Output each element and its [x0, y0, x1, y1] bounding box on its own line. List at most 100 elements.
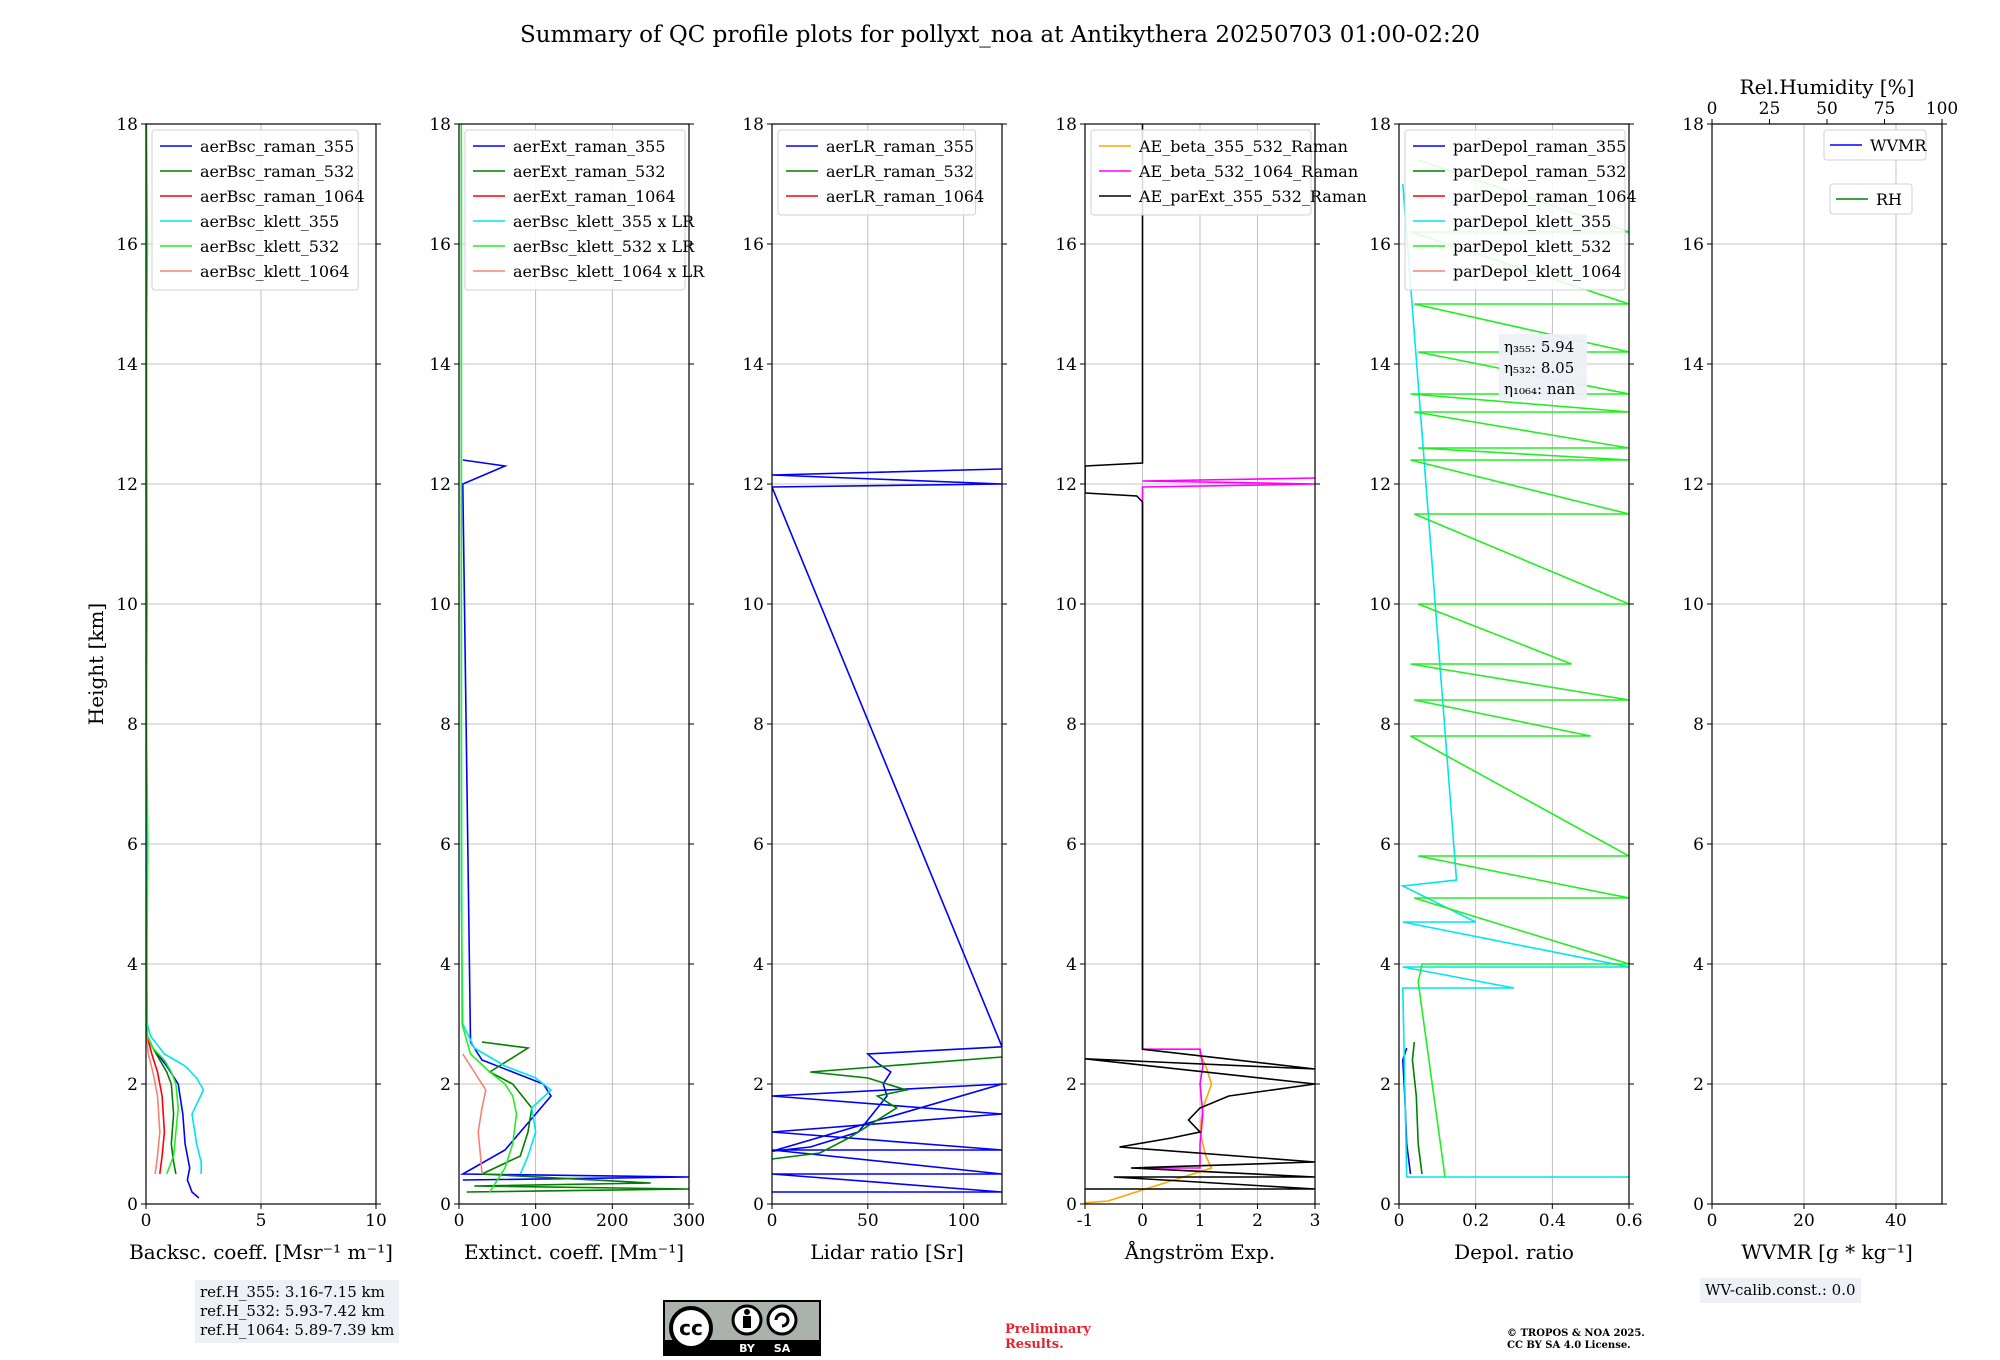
series-line [1085, 124, 1315, 1190]
y-tick-label: 6 [1380, 835, 1391, 855]
plot-frame [1084, 123, 1316, 1205]
x-tick-label: 0.2 [1462, 1211, 1489, 1231]
y-tick-label: 2 [1380, 1075, 1391, 1095]
x-tick-label: 0 [1707, 1211, 1718, 1231]
x-tick-label: 40 [1885, 1211, 1907, 1231]
x-axis-label: WVMR [g * kg⁻¹] [1741, 1240, 1913, 1264]
y-tick-label: 10 [429, 595, 451, 615]
y-tick-label: 4 [440, 955, 451, 975]
page-title: Summary of QC profile plots for pollyxt_… [519, 22, 1481, 48]
preliminary-line-2: Results. [1005, 1337, 1064, 1352]
legend-label: aerExt_raman_355 [513, 137, 666, 156]
series-line [460, 124, 518, 1193]
legend-label: RH [1876, 190, 1902, 209]
y-tick-label: 10 [1682, 595, 1704, 615]
y-tick-label: 10 [742, 595, 764, 615]
legend-label: aerBsc_raman_355 [200, 137, 354, 156]
x-tick-label: 0 [767, 1211, 778, 1231]
y-tick-label: 6 [1066, 835, 1077, 855]
x-axis-label: Ångström Exp. [1124, 1239, 1275, 1264]
legend-label: aerBsc_klett_1064 [200, 262, 349, 281]
series-line [772, 1056, 1002, 1160]
y-tick-label: 8 [440, 715, 451, 735]
plot-frame [1711, 123, 1943, 1205]
y-tick-label: 18 [1682, 115, 1704, 135]
legend: aerExt_raman_355 aerExt_raman_532 aerExt_r… [464, 129, 705, 291]
series-line [1141, 477, 1315, 1169]
legend-label: parDepol_klett_532 [1453, 237, 1611, 256]
x-axis-label: Lidar ratio [Sr] [810, 1240, 964, 1264]
y-tick-label: 2 [1693, 1075, 1704, 1095]
y-tick-label: 16 [429, 235, 451, 255]
panel-1: 0 5 10 0 2 4 6 8 10 12 14 16 18 Backsc. coeff. [Msr⁻¹… [84, 115, 393, 1264]
x2-tick-label: 25 [1759, 99, 1781, 119]
legend-label: aerBsc_klett_532 [200, 237, 339, 256]
y-tick-label: 14 [429, 355, 451, 375]
y-tick-label: 16 [1682, 235, 1704, 255]
x-axis-label: Depol. ratio [1454, 1240, 1574, 1264]
panel-6: 0 20 40 0 2 4 6 8 10 12 14 16 18 WVMR [g * kg⁻¹] 0 25 50… [1682, 75, 1958, 1264]
x-tick-label: 3 [1310, 1211, 1321, 1231]
preliminary-note: Preliminary Results. [1005, 1322, 1091, 1352]
y-tick-label: 14 [1682, 355, 1704, 375]
annotation-box [1499, 334, 1587, 400]
legend-label: parDepol_klett_1064 [1453, 262, 1622, 281]
legend-label: aerBsc_klett_1064 x LR [513, 262, 705, 281]
wv-calib-const: WV-calib.const.: 0.0 [1705, 1281, 1856, 1299]
x-tick-label: 2 [1252, 1211, 1263, 1231]
x-tick-label: 20 [1793, 1211, 1815, 1231]
x-tick-label: 0 [1137, 1211, 1148, 1231]
series-line [146, 1035, 166, 1175]
x-tick-label: 0 [1394, 1211, 1405, 1231]
annotation-line: η₅₃₂: 8.05 [1504, 359, 1574, 377]
plot-frame [1398, 123, 1630, 1205]
y-tick-label: 16 [742, 235, 764, 255]
panel-2: 0 100 200 300 0 2 4 6 8 10 12 14 16 18 Extinct. coeff.… [429, 115, 705, 1264]
y-tick-label: 8 [1380, 715, 1391, 735]
legend-label: aerBsc_klett_532 x LR [513, 237, 695, 256]
plot-frame [458, 123, 690, 1205]
cc-by-label: BY [739, 1342, 756, 1355]
x-tick-label: 100 [519, 1211, 551, 1231]
series-line [466, 1041, 689, 1193]
legend-label: AE_parExt_355_532_Raman [1138, 187, 1367, 206]
y-tick-label: 18 [1369, 115, 1391, 135]
panel-3: 0 50 100 0 2 4 6 8 10 12 14 16 18 Lidar ratio [Sr] aer… [742, 115, 1007, 1264]
y-tick-label: 0 [753, 1195, 764, 1215]
y-tick-label: 16 [1055, 235, 1077, 255]
preliminary-line-1: Preliminary [1005, 1322, 1091, 1337]
legend-box [1404, 129, 1626, 291]
legend-label: aerLR_raman_532 [826, 162, 974, 181]
legend-box [1823, 129, 1927, 161]
legend-label: aerExt_raman_1064 [513, 187, 676, 206]
y-tick-label: 2 [1066, 1075, 1077, 1095]
y-tick-label: 0 [1066, 1195, 1077, 1215]
legend-label: aerBsc_klett_355 [200, 212, 339, 231]
y-tick-label: 4 [1066, 955, 1077, 975]
legend-label: aerBsc_raman_532 [200, 162, 354, 181]
legend-label: aerLR_raman_355 [826, 137, 974, 156]
series-line [459, 459, 689, 1181]
y-tick-label: 4 [1693, 955, 1704, 975]
y-tick-label: 14 [742, 355, 764, 375]
legend-label: parDepol_raman_355 [1453, 137, 1626, 156]
x-tick-label: 50 [857, 1211, 879, 1231]
legend-label: aerBsc_raman_1064 [200, 187, 365, 206]
y-tick-label: 2 [440, 1075, 451, 1095]
y-tick-label: 16 [116, 235, 138, 255]
x-tick-label: 100 [947, 1211, 979, 1231]
y-tick-label: 0 [440, 1195, 451, 1215]
series-line [1410, 159, 1629, 1178]
y-tick-label: 4 [753, 955, 764, 975]
legend: aerBsc_raman_355 aerBsc_raman_532 aerBsc_r… [151, 129, 365, 291]
y-tick-label: 6 [127, 835, 138, 855]
legend-label: parDepol_klett_355 [1453, 212, 1611, 231]
legend-0: WVMR [1823, 129, 1927, 161]
legend-label: parDepol_raman_1064 [1453, 187, 1637, 206]
legend: parDepol_raman_355 parDepol_raman_532 parD… [1404, 129, 1637, 291]
y-tick-label: 6 [440, 835, 451, 855]
x-tick-label: 0.6 [1615, 1211, 1642, 1231]
y-tick-label: 12 [116, 475, 138, 495]
series-line [146, 124, 180, 1175]
